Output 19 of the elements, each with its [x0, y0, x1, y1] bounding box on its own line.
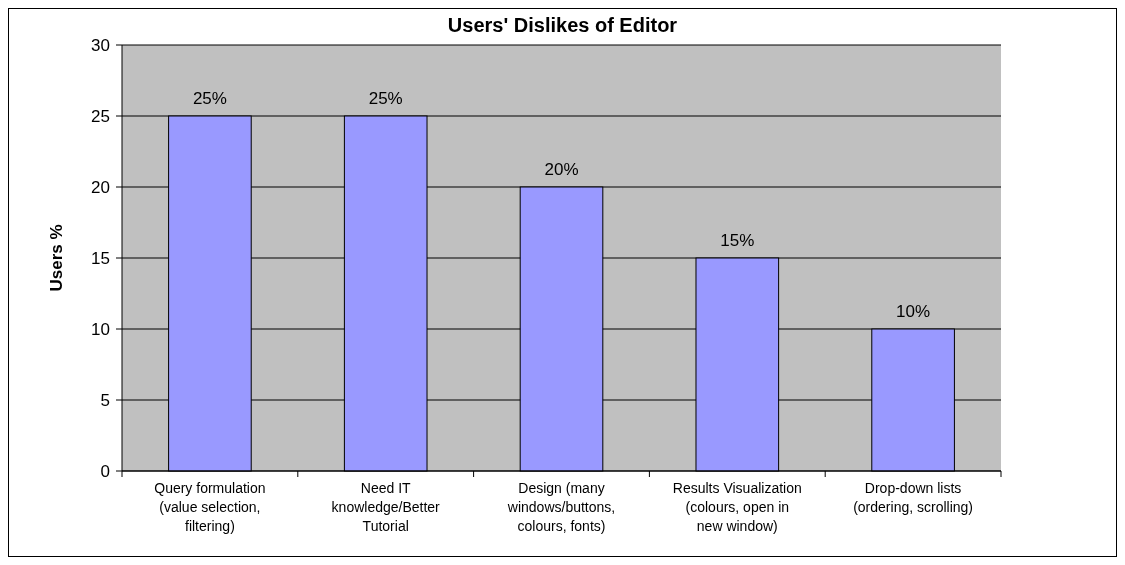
x-tick-label: Query formulation (value selection, filtering) [154, 480, 266, 534]
chart-title: Users' Dislikes of Editor [447, 14, 678, 36]
y-tick-label: 30 [91, 35, 110, 55]
data-label: 25% [368, 89, 403, 108]
x-tick-label: Results Visualization (colours, open in new window) [672, 480, 802, 534]
data-label: 20% [544, 160, 579, 179]
data-label: 10% [896, 302, 931, 321]
y-tick-label: 5 [100, 390, 110, 410]
y-tick-label: 15 [91, 248, 110, 268]
y-tick-label: 10 [91, 319, 110, 339]
y-tick-label: 0 [100, 461, 110, 481]
y-axis-title: Users % [47, 224, 66, 292]
y-tick-label: 25 [91, 106, 110, 126]
data-label: 25% [192, 89, 227, 108]
x-tick-label: Need IT knowledge/Better Tutorial [331, 480, 441, 534]
data-label: 15% [720, 231, 755, 250]
x-tick-label: Drop-down lists (ordering, scrolling) [853, 480, 974, 515]
x-tick-label: Design (many windows/buttons, colours, fonts) [506, 480, 616, 534]
y-tick-label: 20 [91, 177, 110, 197]
